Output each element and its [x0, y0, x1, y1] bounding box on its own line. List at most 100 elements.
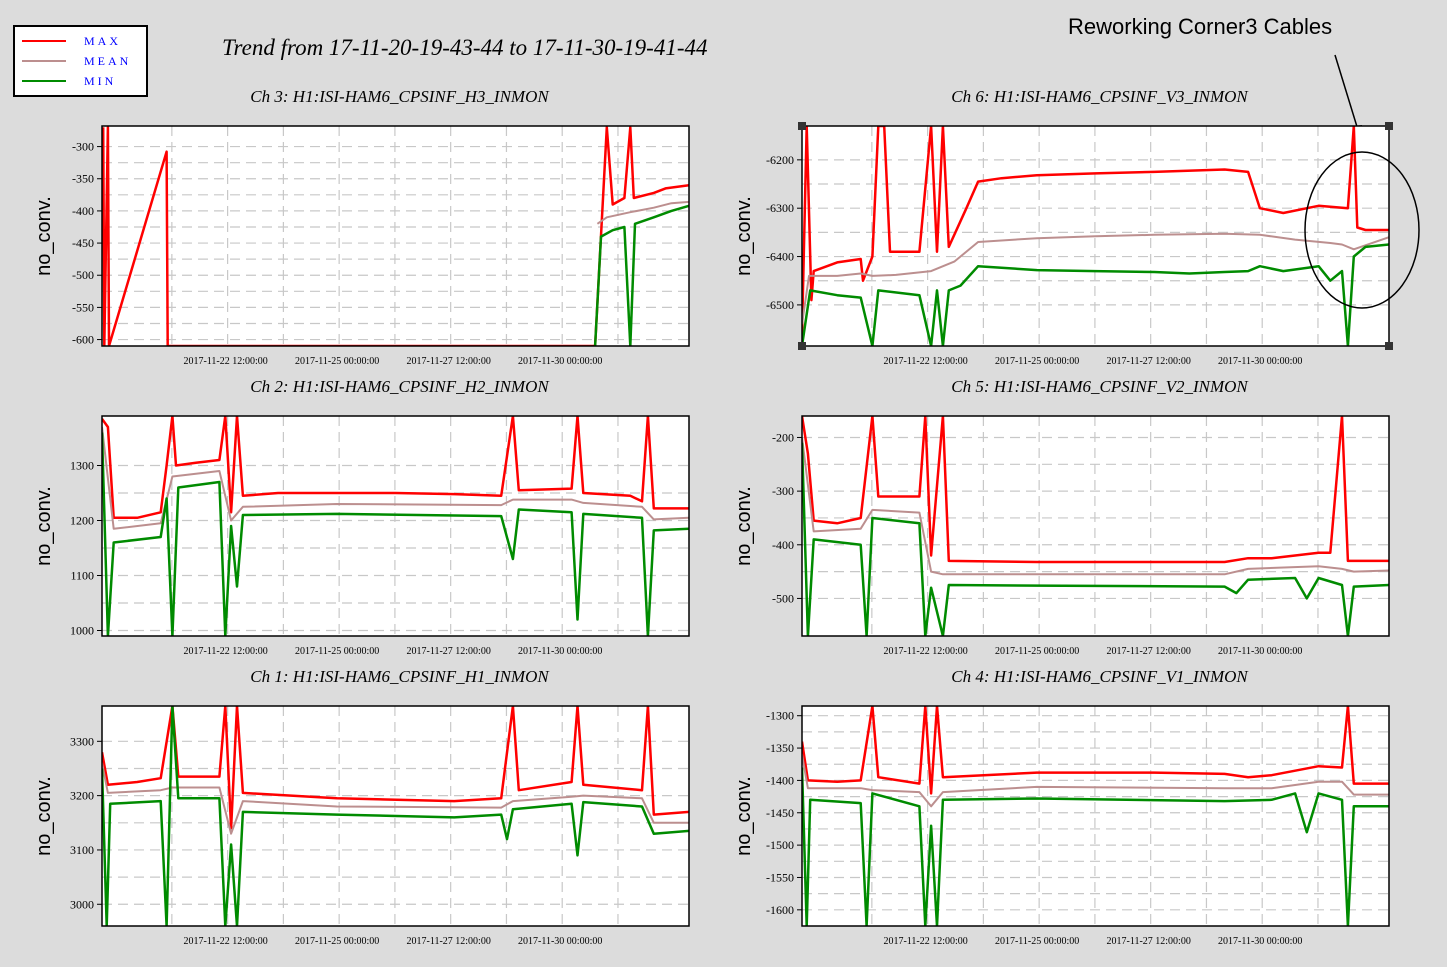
series-line-mean [102, 762, 689, 835]
chart-title: Ch 3: H1:ISI-HAM6_CPSINF_H3_INMON [250, 87, 550, 106]
y-tick-label: -1350 [766, 741, 794, 755]
x-tick-label: 2017-11-25 00:00:00 [995, 356, 1079, 367]
annotation-arrow-line [1334, 54, 1359, 131]
series-line-mean [596, 200, 689, 225]
series-group [802, 706, 1389, 926]
selection-handle-icon[interactable] [1385, 342, 1393, 350]
x-tick-label: 2017-11-22 12:00:00 [883, 646, 967, 657]
x-tick-label: 2017-11-27 12:00:00 [406, 936, 490, 947]
y-tick-label: -500 [772, 591, 794, 605]
plot-frame [101, 125, 690, 347]
chart-title: Ch 5: H1:ISI-HAM6_CPSINF_V2_INMON [951, 377, 1249, 396]
selection-handle-icon[interactable] [798, 342, 806, 350]
y-tick-label: 1100 [70, 569, 94, 583]
y-tick-label: -6200 [766, 153, 794, 167]
x-tick-label: 2017-11-25 00:00:00 [995, 936, 1079, 947]
y-tick-label: -6500 [766, 298, 794, 312]
y-tick-label: -300 [72, 140, 94, 154]
y-tick-label: 3300 [70, 734, 94, 748]
chart-title: Ch 4: H1:ISI-HAM6_CPSINF_V1_INMON [951, 667, 1249, 686]
annotation-circle [1304, 151, 1420, 309]
series-line-min [802, 767, 1389, 926]
x-tick-label: 2017-11-22 12:00:00 [183, 936, 267, 947]
plot-frame [801, 125, 1390, 347]
x-tick-label: 2017-11-30 00:00:00 [518, 646, 602, 657]
y-axis-label: no_conv. [733, 776, 755, 856]
x-tick-label: 2017-11-22 12:00:00 [183, 646, 267, 657]
y-tick-label: 3200 [70, 789, 94, 803]
x-tick-label: 2017-11-22 12:00:00 [183, 356, 267, 367]
x-tick-label: 2017-11-30 00:00:00 [1218, 356, 1302, 367]
selection-handles[interactable] [798, 122, 1393, 350]
series-group [102, 126, 689, 346]
x-tick-label: 2017-11-27 12:00:00 [406, 646, 490, 657]
series-line-max [802, 416, 1389, 564]
y-axis-label: no_conv. [733, 196, 755, 276]
y-tick-label: -450 [72, 236, 94, 250]
chart-panel-4: Ch 5: H1:ISI-HAM6_CPSINF_V2_INMON -200 -30… [733, 377, 1390, 657]
series-line-max [802, 706, 1389, 795]
series-group [802, 126, 1389, 346]
y-tick-label: -200 [772, 430, 794, 444]
series-line-min [802, 442, 1389, 636]
chart-title: Ch 6: H1:ISI-HAM6_CPSINF_V3_INMON [951, 87, 1249, 106]
y-tick-label: -1300 [766, 709, 794, 723]
y-tick-label: -300 [772, 484, 794, 498]
series-line-min [802, 243, 1389, 346]
y-tick-label: -550 [72, 300, 94, 314]
x-tick-label: 2017-11-27 12:00:00 [406, 356, 490, 367]
legend-label-min: MIN [84, 74, 116, 88]
series-line-max [102, 416, 689, 520]
y-axis-label: no_conv. [33, 486, 55, 566]
series-group [102, 416, 689, 636]
y-tick-label: 1200 [70, 514, 94, 528]
series-line-min [102, 706, 689, 926]
page-title: Trend from 17-11-20-19-43-44 to 17-11-30… [222, 35, 708, 60]
chart-panel-3: Ch 2: H1:ISI-HAM6_CPSINF_H2_INMON 1300 120… [33, 377, 690, 657]
y-tick-label: -400 [772, 538, 794, 552]
y-tick-label: -500 [72, 268, 94, 282]
x-tick-label: 2017-11-25 00:00:00 [995, 646, 1079, 657]
y-tick-label: 3100 [70, 843, 94, 857]
y-tick-label: -350 [72, 172, 94, 186]
plot-frame [801, 415, 1390, 637]
y-axis-label: no_conv. [733, 486, 755, 566]
y-tick-label: 1000 [70, 624, 94, 638]
y-tick-label: 1300 [70, 459, 94, 473]
x-tick-label: 2017-11-25 00:00:00 [295, 936, 379, 947]
chart-panel-6: Ch 4: H1:ISI-HAM6_CPSINF_V1_INMON -1300 -1… [733, 667, 1390, 947]
selection-handle-icon[interactable] [798, 122, 806, 130]
y-tick-label: 3000 [70, 897, 94, 911]
y-axis-label: no_conv. [33, 196, 55, 276]
series-line-max [802, 126, 1389, 334]
plot-frame [101, 415, 690, 637]
plot-frame [801, 705, 1390, 927]
y-tick-label: -1450 [766, 806, 794, 820]
y-tick-label: -400 [72, 204, 94, 218]
legend-label-max: MAX [84, 34, 121, 48]
x-tick-label: 2017-11-27 12:00:00 [1106, 936, 1190, 947]
series-line-max [102, 126, 689, 346]
y-tick-label: -6300 [766, 201, 794, 215]
x-tick-label: 2017-11-25 00:00:00 [295, 646, 379, 657]
series-line-max [102, 706, 689, 830]
legend-label-mean: MEAN [84, 54, 131, 68]
x-tick-label: 2017-11-30 00:00:00 [1218, 936, 1302, 947]
y-tick-label: -1550 [766, 870, 794, 884]
x-tick-label: 2017-11-27 12:00:00 [1106, 646, 1190, 657]
series-line-min [593, 204, 689, 346]
x-tick-label: 2017-11-30 00:00:00 [518, 356, 602, 367]
x-tick-label: 2017-11-25 00:00:00 [295, 356, 379, 367]
y-tick-label: -1600 [766, 903, 794, 917]
selection-handle-icon[interactable] [1385, 122, 1393, 130]
series-line-mean [802, 754, 1389, 808]
chart-title: Ch 2: H1:ISI-HAM6_CPSINF_H2_INMON [250, 377, 550, 396]
plot-frame [101, 705, 690, 927]
y-tick-label: -1400 [766, 773, 794, 787]
series-line-mean [802, 437, 1389, 576]
legend: MAX MEAN MIN [13, 25, 148, 97]
x-tick-label: 2017-11-22 12:00:00 [883, 936, 967, 947]
y-axis-label: no_conv. [33, 776, 55, 856]
chart-panel-5: Ch 1: H1:ISI-HAM6_CPSINF_H1_INMON 3300 320… [33, 667, 690, 947]
